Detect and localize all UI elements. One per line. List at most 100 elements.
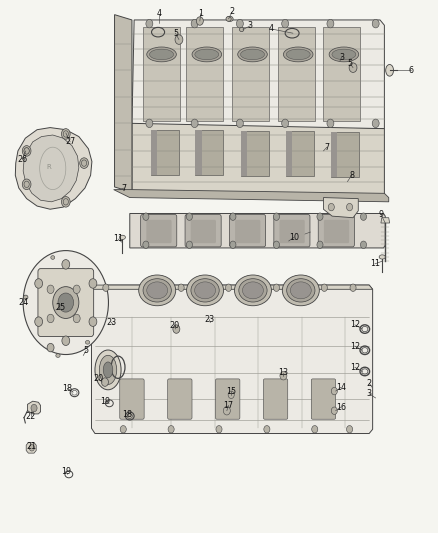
Text: 18: 18	[63, 384, 73, 393]
Ellipse shape	[187, 275, 223, 306]
Ellipse shape	[143, 279, 171, 302]
Text: 10: 10	[289, 233, 299, 242]
Circle shape	[372, 119, 379, 127]
Circle shape	[143, 241, 149, 248]
Polygon shape	[241, 131, 268, 176]
Circle shape	[350, 284, 356, 292]
Polygon shape	[241, 131, 247, 176]
Circle shape	[62, 260, 70, 269]
Ellipse shape	[234, 275, 272, 306]
Circle shape	[237, 119, 244, 127]
Text: 9: 9	[378, 210, 383, 219]
Circle shape	[191, 19, 198, 28]
Circle shape	[349, 63, 357, 72]
Circle shape	[331, 387, 337, 395]
Circle shape	[31, 405, 37, 412]
Circle shape	[173, 325, 180, 333]
Text: 13: 13	[279, 368, 288, 377]
Circle shape	[223, 407, 230, 415]
Ellipse shape	[226, 17, 231, 21]
Polygon shape	[143, 27, 180, 120]
Polygon shape	[92, 285, 373, 289]
Text: 5: 5	[84, 346, 89, 355]
Ellipse shape	[290, 282, 311, 299]
Polygon shape	[286, 131, 292, 176]
Circle shape	[58, 293, 74, 312]
Circle shape	[73, 314, 80, 322]
Circle shape	[62, 336, 70, 345]
Circle shape	[321, 284, 327, 292]
Polygon shape	[114, 190, 389, 202]
Polygon shape	[115, 14, 132, 192]
FancyBboxPatch shape	[324, 220, 349, 243]
Polygon shape	[132, 20, 385, 128]
Circle shape	[24, 148, 29, 154]
Polygon shape	[331, 132, 359, 177]
Circle shape	[175, 35, 183, 44]
Ellipse shape	[386, 64, 393, 76]
Circle shape	[273, 213, 279, 220]
Ellipse shape	[238, 47, 267, 62]
Circle shape	[61, 128, 70, 139]
Circle shape	[264, 425, 270, 433]
Polygon shape	[286, 131, 314, 176]
Text: 3: 3	[367, 389, 372, 398]
Circle shape	[53, 287, 79, 318]
FancyBboxPatch shape	[168, 379, 192, 419]
Circle shape	[230, 213, 236, 220]
Polygon shape	[232, 27, 269, 120]
FancyBboxPatch shape	[146, 220, 172, 243]
Circle shape	[346, 425, 353, 433]
Polygon shape	[26, 442, 36, 453]
Text: R: R	[46, 164, 51, 170]
Circle shape	[346, 204, 353, 211]
Text: 11: 11	[113, 235, 123, 244]
Ellipse shape	[56, 354, 60, 358]
Circle shape	[89, 317, 97, 326]
Text: 19: 19	[100, 397, 110, 406]
Text: 23: 23	[106, 318, 116, 327]
Circle shape	[120, 425, 126, 433]
Circle shape	[89, 279, 97, 288]
Text: 23: 23	[205, 315, 215, 324]
Circle shape	[73, 285, 80, 294]
Circle shape	[146, 119, 153, 127]
Polygon shape	[195, 130, 201, 175]
Ellipse shape	[226, 16, 233, 21]
Polygon shape	[195, 130, 223, 175]
Circle shape	[230, 241, 236, 248]
Circle shape	[317, 213, 323, 220]
Polygon shape	[15, 127, 92, 209]
Ellipse shape	[283, 47, 313, 62]
Circle shape	[273, 284, 279, 292]
Circle shape	[282, 119, 289, 127]
Ellipse shape	[150, 49, 173, 60]
Text: 22: 22	[26, 411, 36, 421]
Ellipse shape	[147, 282, 168, 299]
Polygon shape	[92, 285, 373, 433]
Ellipse shape	[147, 47, 177, 62]
FancyBboxPatch shape	[279, 220, 305, 243]
Polygon shape	[278, 27, 315, 120]
Text: 12: 12	[350, 320, 360, 329]
Text: 2: 2	[230, 7, 235, 17]
FancyBboxPatch shape	[120, 379, 144, 419]
Text: 4: 4	[269, 25, 274, 34]
Polygon shape	[323, 27, 360, 120]
FancyBboxPatch shape	[185, 215, 221, 247]
Ellipse shape	[239, 279, 267, 302]
FancyBboxPatch shape	[235, 220, 260, 243]
Circle shape	[178, 284, 184, 292]
Ellipse shape	[379, 255, 385, 259]
Polygon shape	[23, 135, 79, 202]
Ellipse shape	[139, 275, 176, 306]
Ellipse shape	[329, 47, 359, 62]
Circle shape	[24, 148, 29, 154]
Circle shape	[191, 119, 198, 127]
Polygon shape	[323, 198, 358, 217]
Polygon shape	[28, 401, 41, 414]
Circle shape	[327, 119, 334, 127]
Text: 26: 26	[17, 155, 27, 164]
Text: 5: 5	[348, 60, 353, 68]
Circle shape	[186, 241, 192, 248]
